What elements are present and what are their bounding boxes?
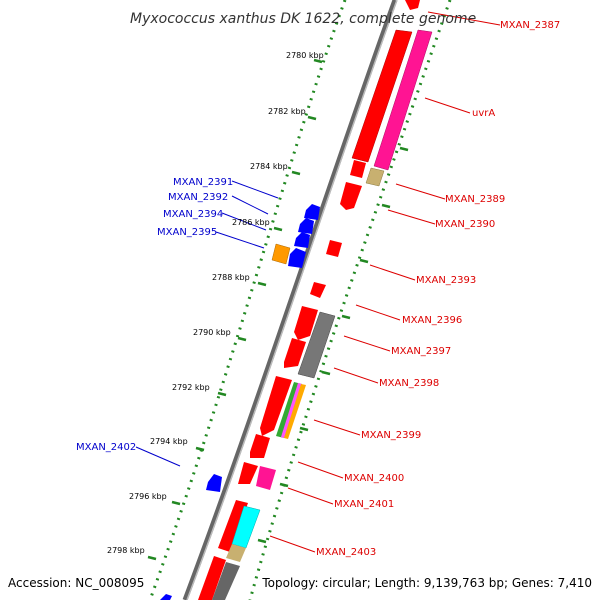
feature-mxan-2402	[206, 474, 222, 492]
feature-tan-1	[365, 167, 385, 187]
feature-mxan-2391	[304, 204, 320, 220]
feature-bottom-blue	[160, 594, 172, 600]
gene-label-mxan-2391[interactable]: MXAN_2391	[173, 177, 233, 188]
topology-text: Topology: circular; Length: 9,139,763 bp…	[261, 576, 592, 590]
gene-label-mxan-2400[interactable]: MXAN_2400	[344, 473, 404, 484]
feature-mxan-2394	[294, 232, 310, 248]
feature-red-bottom	[198, 556, 226, 600]
feature-small-red-1	[350, 160, 366, 178]
feature-mxan-2397	[294, 306, 318, 340]
feature-mxan-2398	[284, 338, 306, 368]
forward-gene-labels: MXAN_2387 uvrA MXAN_2389 MXAN_2390 MXAN_…	[316, 20, 560, 558]
gene-label-mxan-2397[interactable]: MXAN_2397	[391, 346, 451, 357]
gene-label-mxan-2387[interactable]: MXAN_2387	[500, 20, 560, 31]
reverse-strand-features	[160, 204, 320, 600]
feature-mxan-2393	[326, 240, 342, 257]
gene-label-mxan-2395[interactable]: MXAN_2395	[157, 227, 217, 238]
gene-label-mxan-2401[interactable]: MXAN_2401	[334, 499, 394, 510]
gene-label-mxan-2398[interactable]: MXAN_2398	[379, 378, 439, 389]
tick-labels: 2780 kbp 2782 kbp 2784 kbp 2786 kbp 2788…	[107, 51, 324, 555]
tick-label: 2782 kbp	[268, 107, 306, 116]
feature-mxan-2401	[238, 462, 258, 484]
gene-label-mxan-2394[interactable]: MXAN_2394	[163, 209, 223, 220]
feature-tan-2	[226, 544, 246, 562]
tick-label: 2792 kbp	[172, 383, 210, 392]
tick-label: 2794 kbp	[150, 437, 188, 446]
feature-mxan-2396	[310, 282, 326, 298]
feature-mxan-2392	[298, 218, 314, 234]
accession-text: Accession: NC_008095	[8, 576, 144, 590]
gene-label-mxan-2390[interactable]: MXAN_2390	[435, 219, 495, 230]
map-title: Myxococcus xanthus DK 1622, complete gen…	[130, 11, 476, 27]
gene-label-mxan-2399[interactable]: MXAN_2399	[361, 430, 421, 441]
gene-label-mxan-2402[interactable]: MXAN_2402	[76, 442, 136, 453]
genome-backbone	[182, 0, 398, 600]
feature-red-lower	[218, 500, 248, 552]
feature-gray-bottom	[212, 562, 240, 600]
inner-tick-ring	[248, 0, 452, 600]
feature-mxan-2399	[260, 376, 292, 436]
label-leader-lines	[135, 11, 501, 553]
reverse-gene-labels: MXAN_2391 MXAN_2392 MXAN_2394 MXAN_2395 …	[76, 177, 233, 453]
tick-label: 2784 kbp	[250, 162, 288, 171]
feature-uvra-red	[351, 29, 413, 163]
feature-pink-2	[256, 466, 276, 490]
major-tick-marks	[147, 58, 409, 561]
feature-mxan-2395	[288, 248, 306, 268]
tick-label: 2780 kbp	[286, 51, 324, 60]
gene-label-uvra[interactable]: uvrA	[472, 108, 495, 119]
feature-orange	[271, 243, 291, 265]
gene-label-mxan-2393[interactable]: MXAN_2393	[416, 275, 476, 286]
feature-gray-1	[297, 311, 336, 379]
gene-label-mxan-2392[interactable]: MXAN_2392	[168, 192, 228, 203]
gene-label-mxan-2389[interactable]: MXAN_2389	[445, 194, 505, 205]
forward-strand-features	[198, 0, 433, 600]
tick-label: 2790 kbp	[193, 328, 231, 337]
feature-mxan-2400	[250, 434, 270, 458]
feature-mxan-2387	[405, 0, 420, 10]
tick-label: 2796 kbp	[129, 492, 167, 501]
gene-label-mxan-2396[interactable]: MXAN_2396	[402, 315, 462, 326]
tick-label: 2786 kbp	[232, 218, 270, 227]
feature-pink-long	[373, 29, 433, 171]
outer-tick-ring	[148, 0, 347, 600]
feature-mxan-2389	[340, 182, 362, 210]
tick-label: 2798 kbp	[107, 546, 145, 555]
tick-label: 2788 kbp	[212, 273, 250, 282]
gene-label-mxan-2403[interactable]: MXAN_2403	[316, 547, 376, 558]
